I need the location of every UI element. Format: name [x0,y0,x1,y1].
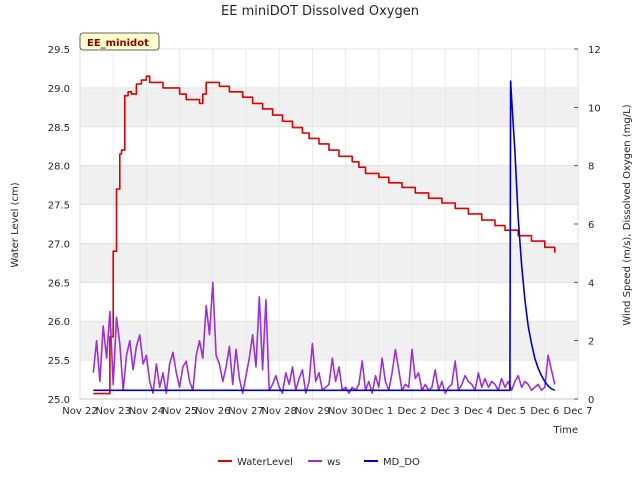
x-tick-label: Nov 26 [195,406,230,417]
series-line-md-do [93,80,556,392]
y-left-tick-label: 25.0 [48,395,70,406]
series-layer [92,75,556,395]
x-tick-label: Nov 30 [328,406,363,417]
y-right-tick-label: 2 [588,337,594,348]
x-tick-label: Nov 22 [62,406,97,417]
chart-title: EE miniDOT Dissolved Oxygen [221,4,419,19]
y-left-tick-label: 27.0 [48,239,70,250]
x-tick-label: Nov 25 [162,406,197,417]
x-tick-label: Dec 4 [464,406,493,417]
y-left-tick-label: 25.5 [48,356,70,367]
grid-band [80,321,578,361]
x-tick-label: Nov 29 [295,406,330,417]
y-left-tick-label: 27.5 [48,201,70,212]
legend-label-waterlevel: WaterLevel [237,457,293,468]
y-left-tick-label: 29.0 [48,84,70,95]
x-tick-label: Nov 23 [95,406,130,417]
legend-label-ws: ws [327,457,340,468]
x-tick-label: Dec 3 [431,406,460,417]
station-badge: EE_minidot [79,32,160,51]
y-left-axis-title: Water Level (cm) [10,182,21,267]
y-right-tick-label: 0 [588,395,594,406]
x-axis-title: Time [553,425,578,436]
grid-band [80,243,578,283]
legend-label-md-do: MD_DO [383,457,420,468]
y-right-tick-label: 6 [588,220,594,231]
x-tick-label: Nov 24 [129,406,164,417]
x-tick-label: Dec 6 [530,406,559,417]
station-badge-text: EE_minidot [87,38,149,49]
series-line-ws [92,281,556,394]
y-right-tick-label: 12 [588,45,601,56]
y-right-tick-label: 10 [588,103,601,114]
station-badge-box [79,32,160,51]
x-tick-label: Dec 1 [364,406,393,417]
x-tick-label: Nov 27 [228,406,263,417]
y-right-tick-label: 8 [588,162,594,173]
series-line-waterlevel [93,75,556,395]
y-left-tick-label: 26.0 [48,317,70,328]
y-left-tick-label: 29.5 [48,45,70,56]
grid-band [80,165,578,205]
x-tick-label: Nov 28 [261,406,296,417]
y-right-axis-title: Wind Speed (m/s), Dissolved Oxygen (mg/L… [622,104,633,325]
grid-band [80,87,578,127]
y-left-tick-label: 28.0 [48,162,70,173]
horizontal-bands [80,87,578,361]
grid-lines [79,48,579,400]
legend: WaterLevel ws MD_DO [218,457,420,468]
x-tick-label: Dec 2 [398,406,427,417]
y-right-tick-label: 4 [588,278,594,289]
y-left-tick-label: 28.5 [48,123,70,134]
x-tick-label: Dec 5 [497,406,526,417]
y-left-tick-label: 26.5 [48,278,70,289]
x-tick-label: Dec 7 [564,406,593,417]
